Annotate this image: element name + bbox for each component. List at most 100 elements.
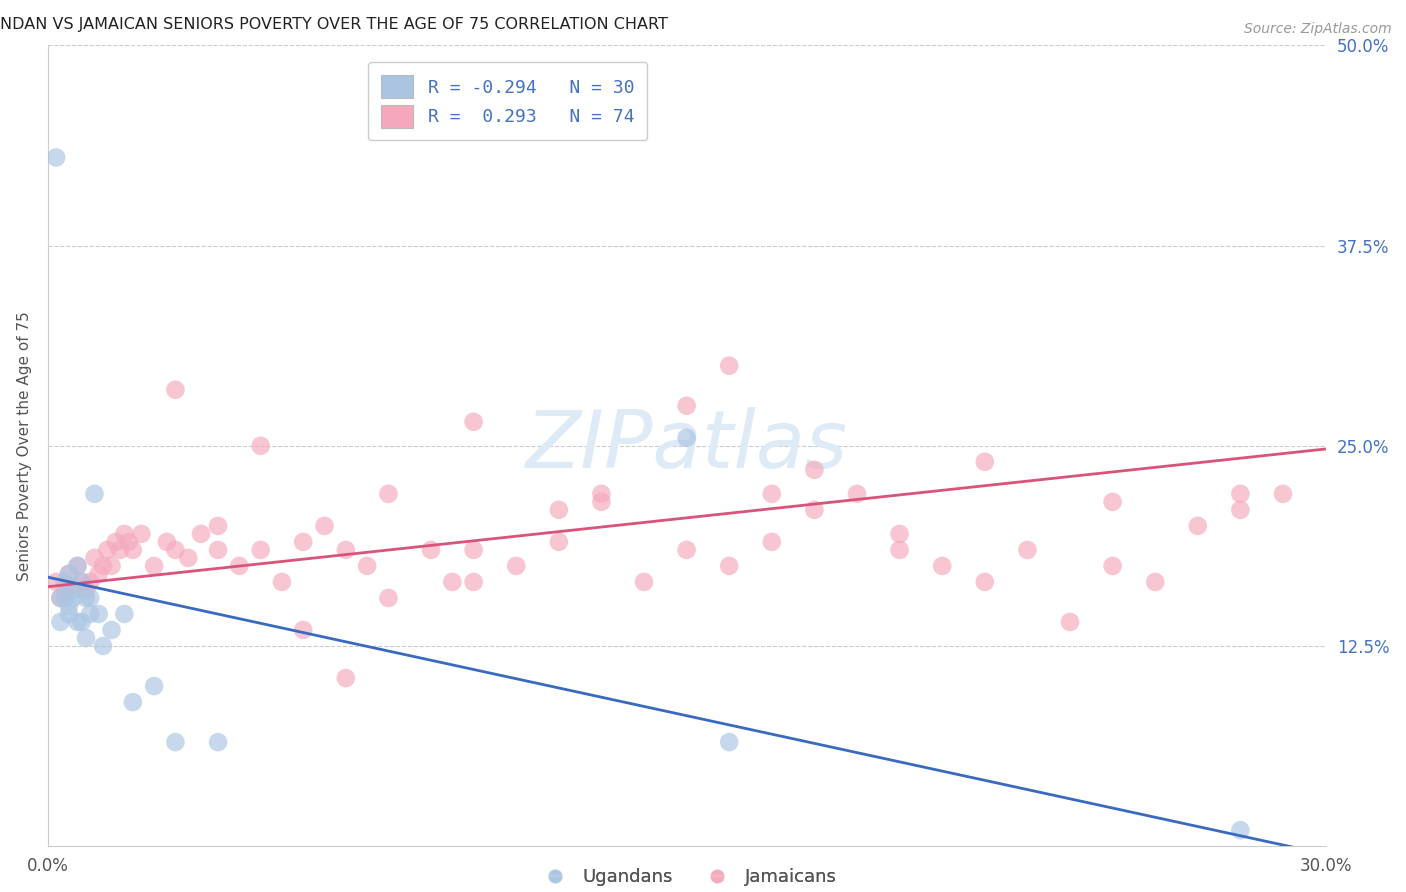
Text: UGANDAN VS JAMAICAN SENIORS POVERTY OVER THE AGE OF 75 CORRELATION CHART: UGANDAN VS JAMAICAN SENIORS POVERTY OVER…	[0, 17, 668, 32]
Point	[973, 455, 995, 469]
Point	[973, 574, 995, 589]
Point	[1101, 558, 1123, 573]
Point	[463, 542, 485, 557]
Point	[75, 631, 97, 645]
Point	[156, 534, 179, 549]
Point	[96, 542, 118, 557]
Point	[377, 591, 399, 605]
Point	[53, 574, 76, 589]
Point	[108, 542, 131, 557]
Point	[249, 542, 271, 557]
Point	[45, 574, 67, 589]
Point	[58, 599, 80, 613]
Point	[45, 151, 67, 165]
Point	[547, 503, 569, 517]
Point	[228, 558, 250, 573]
Point	[1017, 542, 1039, 557]
Point	[70, 574, 93, 589]
Point	[121, 542, 143, 557]
Point	[1144, 574, 1167, 589]
Point	[889, 527, 911, 541]
Point	[112, 607, 135, 621]
Point	[420, 542, 443, 557]
Point	[49, 591, 72, 605]
Point	[1229, 823, 1251, 838]
Point	[49, 615, 72, 629]
Point	[117, 534, 139, 549]
Point	[143, 558, 166, 573]
Point	[58, 607, 80, 621]
Point	[58, 566, 80, 581]
Point	[66, 558, 89, 573]
Point	[314, 519, 336, 533]
Point	[292, 623, 315, 637]
Point	[100, 623, 122, 637]
Point	[165, 735, 187, 749]
Point	[718, 558, 741, 573]
Point	[1101, 495, 1123, 509]
Point	[131, 527, 153, 541]
Legend: Ugandans, Jamaicans: Ugandans, Jamaicans	[530, 861, 844, 892]
Point	[165, 542, 187, 557]
Point	[1187, 519, 1209, 533]
Point	[70, 574, 93, 589]
Point	[675, 431, 697, 445]
Point	[1229, 487, 1251, 501]
Point	[100, 558, 122, 573]
Point	[79, 591, 101, 605]
Point	[62, 582, 84, 597]
Point	[1229, 503, 1251, 517]
Point	[761, 487, 783, 501]
Point	[718, 359, 741, 373]
Point	[75, 582, 97, 597]
Point	[87, 566, 110, 581]
Point	[104, 534, 127, 549]
Point	[463, 415, 485, 429]
Point	[335, 542, 357, 557]
Point	[931, 558, 953, 573]
Point	[675, 542, 697, 557]
Point	[62, 582, 84, 597]
Point	[83, 550, 105, 565]
Point	[547, 534, 569, 549]
Point	[66, 615, 89, 629]
Point	[143, 679, 166, 693]
Point	[49, 591, 72, 605]
Point	[91, 639, 114, 653]
Point	[249, 439, 271, 453]
Point	[165, 383, 187, 397]
Point	[87, 607, 110, 621]
Point	[53, 582, 76, 597]
Point	[463, 574, 485, 589]
Point	[761, 534, 783, 549]
Point	[441, 574, 464, 589]
Point	[591, 487, 613, 501]
Point	[803, 503, 825, 517]
Y-axis label: Seniors Poverty Over the Age of 75: Seniors Poverty Over the Age of 75	[17, 311, 32, 581]
Point	[889, 542, 911, 557]
Point	[53, 591, 76, 605]
Point	[121, 695, 143, 709]
Point	[62, 591, 84, 605]
Point	[271, 574, 294, 589]
Point	[505, 558, 527, 573]
Point	[66, 558, 89, 573]
Point	[1059, 615, 1081, 629]
Point	[207, 519, 229, 533]
Point	[79, 574, 101, 589]
Point	[177, 550, 200, 565]
Point	[335, 671, 357, 685]
Point	[91, 558, 114, 573]
Point	[207, 542, 229, 557]
Point	[1272, 487, 1295, 501]
Point	[633, 574, 655, 589]
Point	[58, 566, 80, 581]
Point	[846, 487, 869, 501]
Point	[591, 495, 613, 509]
Point	[377, 487, 399, 501]
Point	[718, 735, 741, 749]
Point	[675, 399, 697, 413]
Point	[75, 591, 97, 605]
Point	[83, 487, 105, 501]
Point	[803, 463, 825, 477]
